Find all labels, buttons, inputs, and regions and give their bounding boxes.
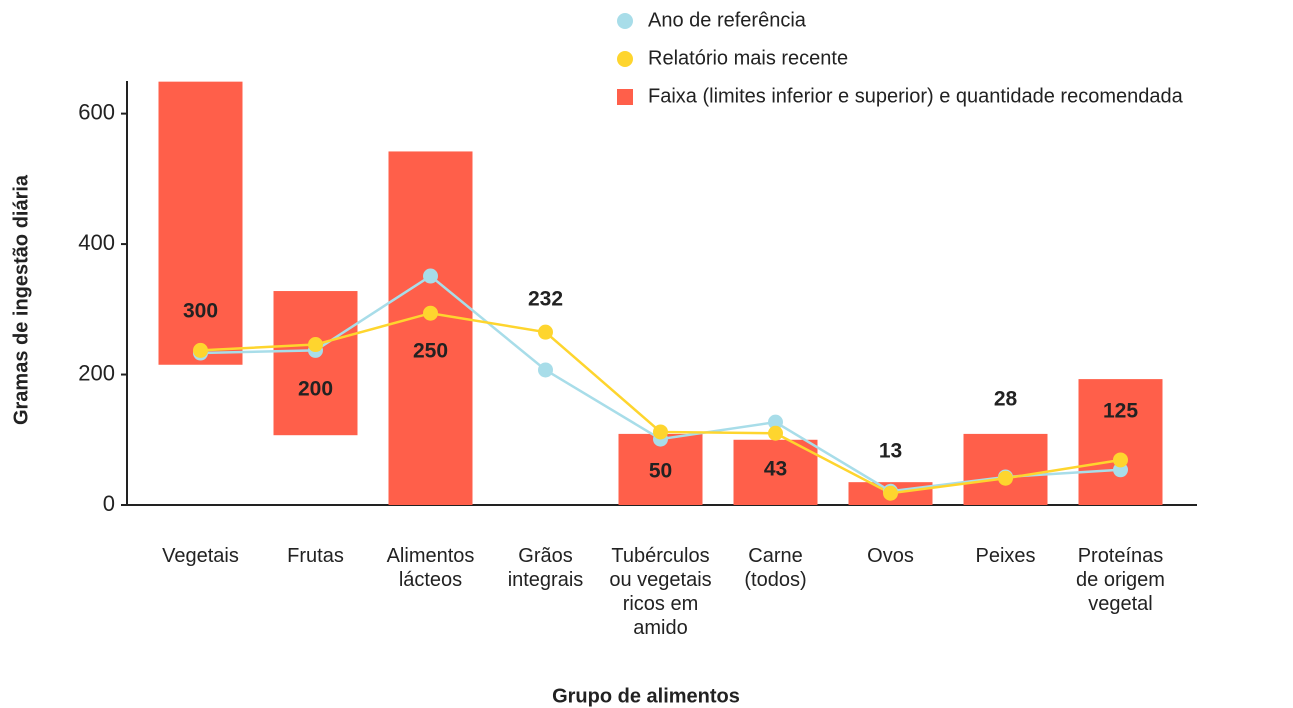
x-tick-label-line: Vegetais xyxy=(162,545,239,567)
x-tick-label: Ovos xyxy=(867,545,914,567)
x-tick-label-line: Alimentos xyxy=(387,545,475,567)
x-tick-label: Vegetais xyxy=(162,545,239,567)
y-tick-label: 200 xyxy=(78,360,115,385)
recommended-label: 13 xyxy=(879,440,902,463)
point xyxy=(193,342,208,358)
point xyxy=(998,470,1013,486)
point xyxy=(1113,452,1128,468)
x-tick-label-line: integrais xyxy=(508,569,584,591)
legend-label: Ano de referência xyxy=(648,9,807,31)
y-tick-label: 400 xyxy=(78,230,115,255)
x-tick-label-line: ricos em xyxy=(623,593,699,615)
point xyxy=(423,305,438,321)
range-bar xyxy=(733,439,818,505)
point xyxy=(423,268,438,284)
x-tick-label-line: Grãos xyxy=(518,545,572,567)
y-tick-label: 600 xyxy=(78,99,115,124)
point xyxy=(308,337,323,353)
legend-marker xyxy=(617,51,633,67)
point xyxy=(768,425,783,441)
range-bar xyxy=(273,291,358,436)
x-tick-label-line: ou vegetais xyxy=(609,569,711,591)
range-bar xyxy=(158,81,243,365)
x-tick-label: Alimentos lácteos xyxy=(387,545,475,591)
legend-label: Relatório mais recente xyxy=(648,47,848,69)
recommended-label: 43 xyxy=(764,458,787,481)
point xyxy=(768,414,783,430)
recommended-label: 28 xyxy=(994,388,1018,411)
range-bar xyxy=(1078,379,1163,505)
x-axis-title: Grupo de alimentos xyxy=(552,685,740,707)
recommended-label: 200 xyxy=(298,378,333,401)
x-tick-label-line: amido xyxy=(633,617,687,639)
point xyxy=(883,485,898,501)
x-tick-label-line: Frutas xyxy=(287,545,344,567)
legend-marker xyxy=(617,13,633,29)
x-tick-label: Peixes xyxy=(975,545,1035,567)
y-tick-label: 0 xyxy=(103,491,115,516)
x-tick-label: Frutas xyxy=(287,545,344,567)
x-tick-label-line: (todos) xyxy=(744,569,806,591)
x-tick-label-line: Carne xyxy=(748,545,802,567)
range-bar xyxy=(388,151,473,506)
recommended-label: 125 xyxy=(1103,400,1138,423)
point xyxy=(538,324,553,340)
x-tick-label-line: lácteos xyxy=(399,569,462,591)
x-tick-label-line: vegetal xyxy=(1088,593,1153,615)
recommended-label: 300 xyxy=(183,300,218,323)
x-tick-label: Carne (todos) xyxy=(744,545,806,591)
x-tick-label-line: Proteínas xyxy=(1078,545,1164,567)
x-tick-label-line: Tubérculos xyxy=(611,545,709,567)
legend-marker xyxy=(617,89,633,105)
x-tick-label: Grãos integrais xyxy=(508,545,584,591)
x-tick-label-line: Ovos xyxy=(867,545,914,567)
point xyxy=(538,362,553,378)
recommended-label: 250 xyxy=(413,340,448,363)
x-tick-label: Tubérculos ou vegetais ricos em amido xyxy=(609,545,711,639)
y-axis-title: Gramas de ingestão diária xyxy=(10,174,32,425)
recommended-label: 50 xyxy=(649,460,672,483)
x-tick-label: Proteínas de origem vegetal xyxy=(1076,545,1165,615)
x-tick-label-line: Peixes xyxy=(975,545,1035,567)
x-tick-label-line: de origem xyxy=(1076,569,1165,591)
legend-label: Faixa (limites inferior e superior) e qu… xyxy=(648,85,1184,107)
recommended-label: 232 xyxy=(528,288,563,311)
point xyxy=(653,424,668,440)
range-bar xyxy=(963,433,1048,505)
